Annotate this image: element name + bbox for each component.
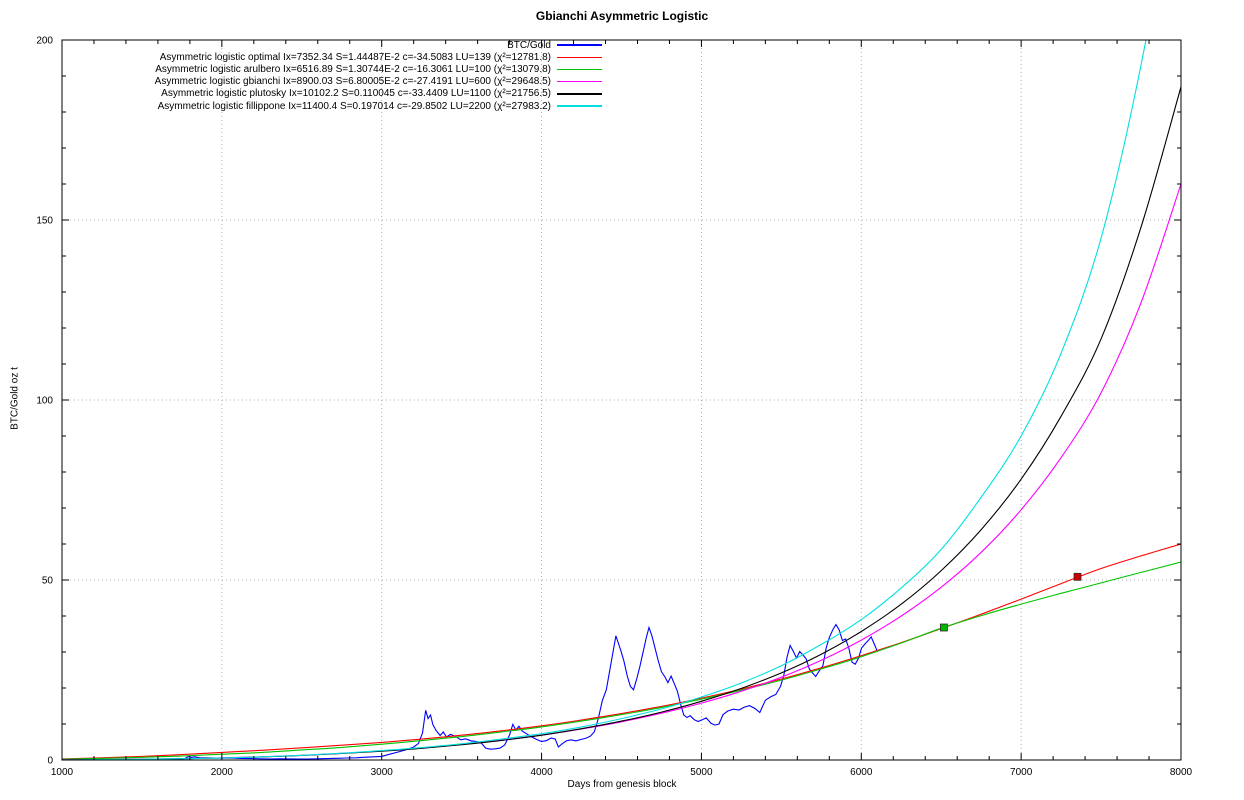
- chart-title: Gbianchi Asymmetric Logistic: [535, 9, 709, 23]
- legend-label: Asymmetric logistic optimal Ix=7352.34 S…: [159, 51, 551, 63]
- x-axis-label: Days from genesis block: [567, 779, 677, 790]
- x-tick-label: 4000: [530, 767, 553, 778]
- legend-line-sample: [557, 56, 602, 58]
- x-tick-label: 1000: [51, 767, 74, 778]
- x-tick-label: 8000: [1170, 767, 1193, 778]
- x-tick-label: 3000: [371, 767, 394, 778]
- legend-row: Asymmetric logistic optimal Ix=7352.34 S…: [0, 51, 602, 63]
- legend-line-sample: [557, 93, 602, 95]
- series-fit_fillippone: [62, 40, 1147, 760]
- inflection-marker: [1073, 572, 1082, 581]
- legend-line-sample: [557, 44, 602, 46]
- y-tick-label: 150: [36, 216, 53, 227]
- legend-label: BTC/Gold: [507, 39, 551, 51]
- x-tick-label: 2000: [211, 767, 234, 778]
- x-tick-label: 6000: [850, 767, 873, 778]
- legend-line-sample: [557, 68, 602, 71]
- legend-row: Asymmetric logistic plutosky Ix=10102.2 …: [0, 88, 602, 100]
- legend-label: Asymmetric logistic arulbero Ix=6516.89 …: [155, 63, 551, 75]
- legend-line-sample: [557, 105, 602, 107]
- legend-line-sample: [557, 80, 602, 83]
- x-tick-label: 5000: [690, 767, 713, 778]
- series-btc_gold: [62, 623, 878, 760]
- legend-row: Asymmetric logistic fillippone Ix=11400.…: [0, 100, 602, 112]
- legend-row: BTC/Gold: [0, 39, 602, 51]
- series-fit_plutosky: [62, 86, 1181, 760]
- legend-label: Asymmetric logistic plutosky Ix=10102.2 …: [161, 88, 551, 100]
- y-tick-label: 200: [36, 36, 53, 47]
- inflection-marker: [940, 623, 948, 632]
- y-tick-label: 50: [42, 576, 54, 587]
- legend-label: Asymmetric logistic gbianchi Ix=8900.03 …: [154, 76, 551, 88]
- y-tick-label: 100: [36, 396, 53, 407]
- legend-label: Asymmetric logistic fillippone Ix=11400.…: [157, 100, 551, 112]
- legend: BTC/Gold Asymmetric logistic optimal Ix=…: [0, 39, 602, 112]
- series-fit_gbianchi: [62, 183, 1181, 760]
- x-tick-label: 7000: [1010, 767, 1033, 778]
- y-tick-label: 0: [47, 756, 53, 767]
- series-fit_optimal: [62, 543, 1181, 760]
- legend-row: Asymmetric logistic arulbero Ix=6516.89 …: [0, 63, 602, 75]
- series-fit_arulbero: [62, 561, 1181, 760]
- legend-row: Asymmetric logistic gbianchi Ix=8900.03 …: [0, 76, 602, 88]
